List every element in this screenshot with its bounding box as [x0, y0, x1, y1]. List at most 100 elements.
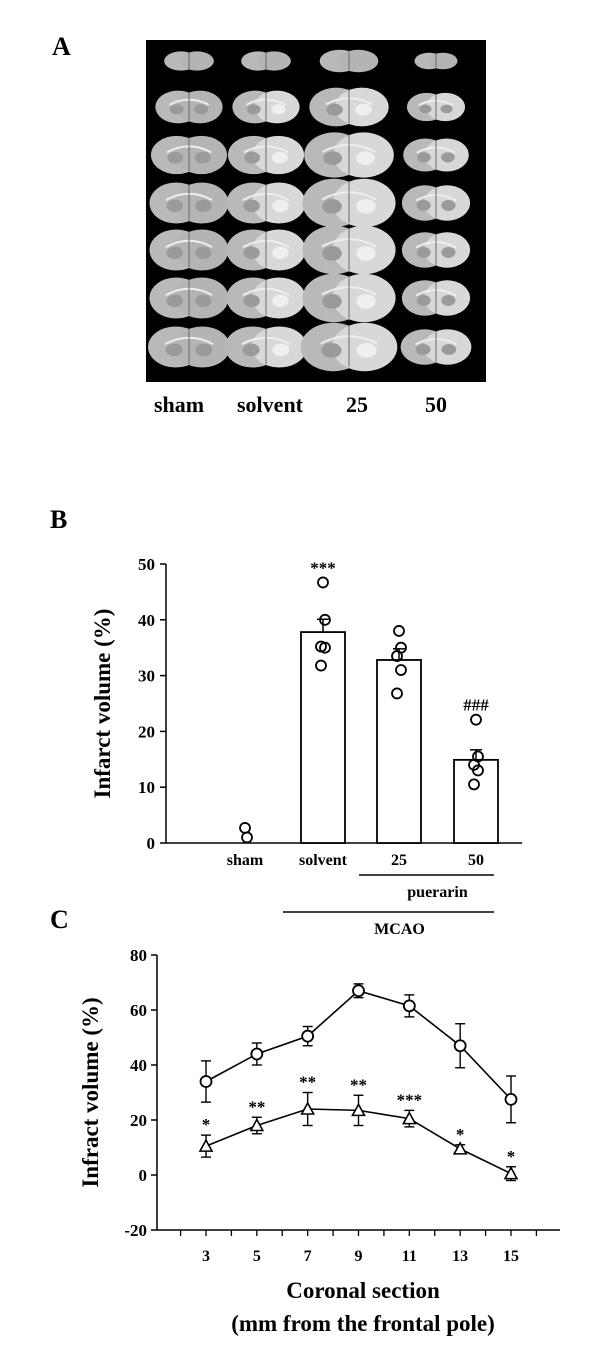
brain-slice: [226, 182, 306, 224]
brain-slice: [148, 326, 230, 368]
y-tick-label: 60: [130, 1001, 147, 1020]
y-tick-label: 40: [138, 611, 155, 630]
data-point: [315, 659, 327, 672]
group-label-25: 25: [346, 392, 368, 417]
brain-slice: [149, 229, 229, 271]
brain-slice: [227, 135, 305, 175]
x-axis-label: Coronal section: [286, 1278, 440, 1303]
brain-slice: [414, 52, 458, 70]
data-point: [472, 764, 484, 777]
data-point: [452, 1141, 468, 1155]
data-point: [395, 664, 407, 676]
brain-striatum: [417, 152, 431, 163]
brain-striatum: [322, 198, 342, 214]
group-label-50: 50: [425, 392, 447, 417]
significance-label: *: [507, 1147, 516, 1166]
data-point: [198, 1138, 214, 1152]
brain-striatum: [195, 294, 212, 308]
brain-striatum: [356, 245, 376, 261]
panel-c-label: C: [50, 905, 69, 934]
brain-striatum: [355, 151, 375, 166]
infarct-volume-bar-chart: 0 10 20 30 40 50 Infarct volume (%) sham *** solv…: [90, 555, 522, 938]
brain-striatum: [321, 342, 342, 358]
data-point: [393, 625, 405, 637]
y-axis-label: Infract volume (%): [78, 997, 103, 1187]
data-point: [470, 713, 482, 726]
panel-a-label: A: [52, 32, 71, 61]
significance-label: ###: [463, 696, 489, 715]
brain-striatum: [416, 247, 431, 258]
brain-striatum: [326, 103, 343, 116]
brain-slice: [149, 277, 229, 319]
data-point: [250, 1047, 264, 1061]
brain-striatum: [271, 151, 288, 164]
brain-sections-image: [148, 49, 472, 372]
brain-striatum: [441, 295, 456, 306]
data-point: [317, 576, 329, 589]
data-point: [401, 1110, 417, 1125]
brain-slice: [302, 178, 396, 228]
x-tick-label: 3: [202, 1248, 210, 1265]
significance-label: *: [456, 1125, 465, 1144]
brain-striatum: [165, 343, 183, 357]
brain-striatum: [441, 152, 455, 163]
brain-slice: [232, 90, 300, 124]
brain-slice: [302, 225, 396, 275]
brain-striatum: [272, 294, 289, 308]
brain-striatum: [356, 342, 377, 358]
bar: [376, 659, 422, 844]
brain-slice: [304, 132, 394, 178]
category-label: 25: [391, 852, 407, 869]
brain-striatum: [195, 246, 212, 260]
brain-striatum: [356, 198, 376, 214]
brain-striatum: [167, 151, 184, 164]
brain-striatum: [195, 199, 212, 213]
bar: [300, 631, 346, 844]
y-tick-label: 20: [130, 1111, 147, 1130]
brain-slice: [400, 329, 472, 365]
brain-hemisphere: [338, 49, 379, 73]
bar: [453, 758, 499, 844]
data-point: [351, 1102, 366, 1117]
y-tick-label: -20: [124, 1221, 147, 1240]
group-label-sham: sham: [154, 392, 205, 417]
brain-striatum: [322, 293, 342, 309]
brain-striatum: [441, 344, 457, 355]
data-point: [319, 641, 331, 654]
brain-striatum: [416, 200, 431, 211]
y-tick-label: 80: [130, 946, 147, 965]
brain-striatum: [322, 245, 342, 261]
brain-striatum: [272, 246, 289, 260]
brain-striatum: [243, 294, 260, 308]
significance-label: **: [299, 1073, 316, 1092]
y-axis-label: Infarct volume (%): [90, 609, 115, 799]
brain-slice: [150, 135, 228, 175]
y-tick-label: 0: [139, 1166, 148, 1185]
y-tick-label: 50: [138, 555, 155, 574]
brain-slice: [241, 51, 291, 71]
brain-striatum: [166, 246, 183, 260]
data-point: [199, 1075, 213, 1088]
brain-hemisphere: [257, 51, 291, 71]
data-point: [249, 1117, 265, 1132]
brain-striatum: [195, 343, 213, 357]
x-tick-label: 11: [402, 1248, 417, 1265]
brain-slice: [225, 326, 307, 368]
brain-striatum: [246, 104, 261, 115]
x-tick-label: 5: [253, 1248, 261, 1265]
brain-striatum: [272, 343, 290, 357]
y-tick-label: 0: [147, 834, 156, 853]
category-label: 50: [468, 852, 484, 869]
y-tick-label: 30: [138, 667, 155, 686]
brain-striatum: [194, 104, 209, 115]
brain-hemisphere: [180, 51, 214, 71]
x-axis-label-secondary: (mm from the frontal pole): [231, 1311, 495, 1336]
brain-striatum: [323, 151, 343, 166]
brain-striatum: [440, 104, 453, 114]
data-point: [391, 650, 403, 662]
brain-striatum: [166, 294, 183, 308]
brain-striatum: [169, 104, 184, 115]
brain-slice: [300, 322, 398, 372]
brain-slice: [149, 182, 229, 224]
brain-slice: [319, 49, 379, 73]
